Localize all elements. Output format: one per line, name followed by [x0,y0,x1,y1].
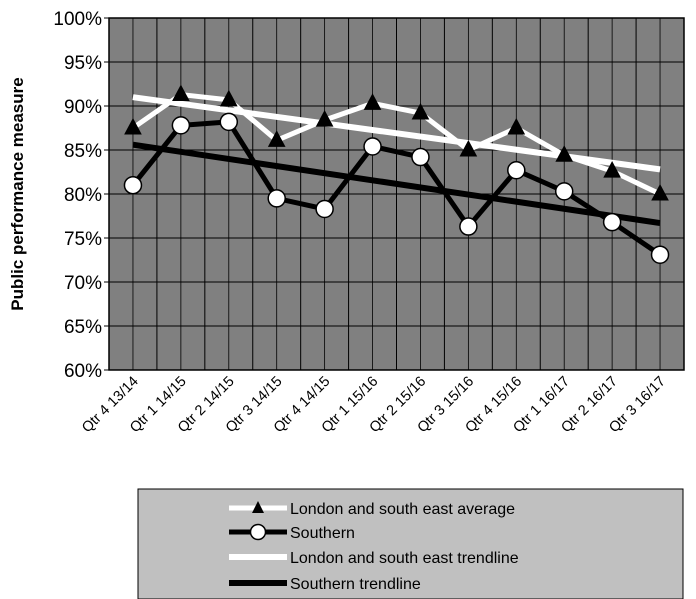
series-layer [123,84,670,264]
data-point [172,84,190,102]
series-1 [123,112,670,264]
series-0 [124,84,669,201]
y-tick-labels: 60% 65% 70% 75% 80% 85% 90% 95% 100% [53,9,109,382]
data-point [411,147,430,167]
data-point [219,89,238,107]
series-3 [132,141,661,227]
data-point [123,175,143,195]
legend-marker [249,523,267,541]
data-point [219,112,239,132]
y-tick-label: 70% [64,273,102,294]
legend-box [137,488,684,599]
data-point [459,217,478,236]
data-point [363,93,382,110]
data-point [267,189,286,208]
data-point [555,145,574,162]
data-point [651,183,669,201]
y-tick-label: 100% [53,9,102,30]
data-point [603,161,621,178]
data-point [602,212,622,232]
trendline [132,141,661,227]
y-axis-title: Public performance measure [8,77,27,310]
data-point [267,130,286,147]
legend-label: London and south east average [290,501,515,518]
data-point [507,160,526,180]
y-tick-label: 85% [64,141,102,162]
legend-label: Southern [290,525,355,542]
data-point [171,116,191,135]
y-tick-label: 80% [64,185,102,206]
data-point [554,182,574,201]
data-point [124,117,142,135]
data-point [650,245,670,264]
y-tick-label: 95% [64,53,102,74]
y-tick-label: 90% [64,97,102,118]
y-tick-label: 75% [64,229,102,250]
data-point [411,102,430,120]
legend-label: London and south east trendline [290,550,519,567]
legend-item-2: London and south east trendline [229,550,519,567]
data-point [315,199,334,219]
legend-item-0: London and south east average [229,501,515,518]
y-tick-label: 65% [64,317,102,338]
y-tick-label: 60% [64,361,102,382]
data-point [315,110,334,127]
legend-item-3: Southern trendline [229,576,421,593]
legend: London and south east average Southern Lon… [229,501,519,593]
series-line [131,91,662,197]
data-point [459,139,478,157]
legend-label: Southern trendline [290,576,421,593]
legend-item-1: Southern [229,523,355,542]
data-point [507,117,526,135]
data-point [363,137,382,156]
legend-marker [252,501,264,513]
